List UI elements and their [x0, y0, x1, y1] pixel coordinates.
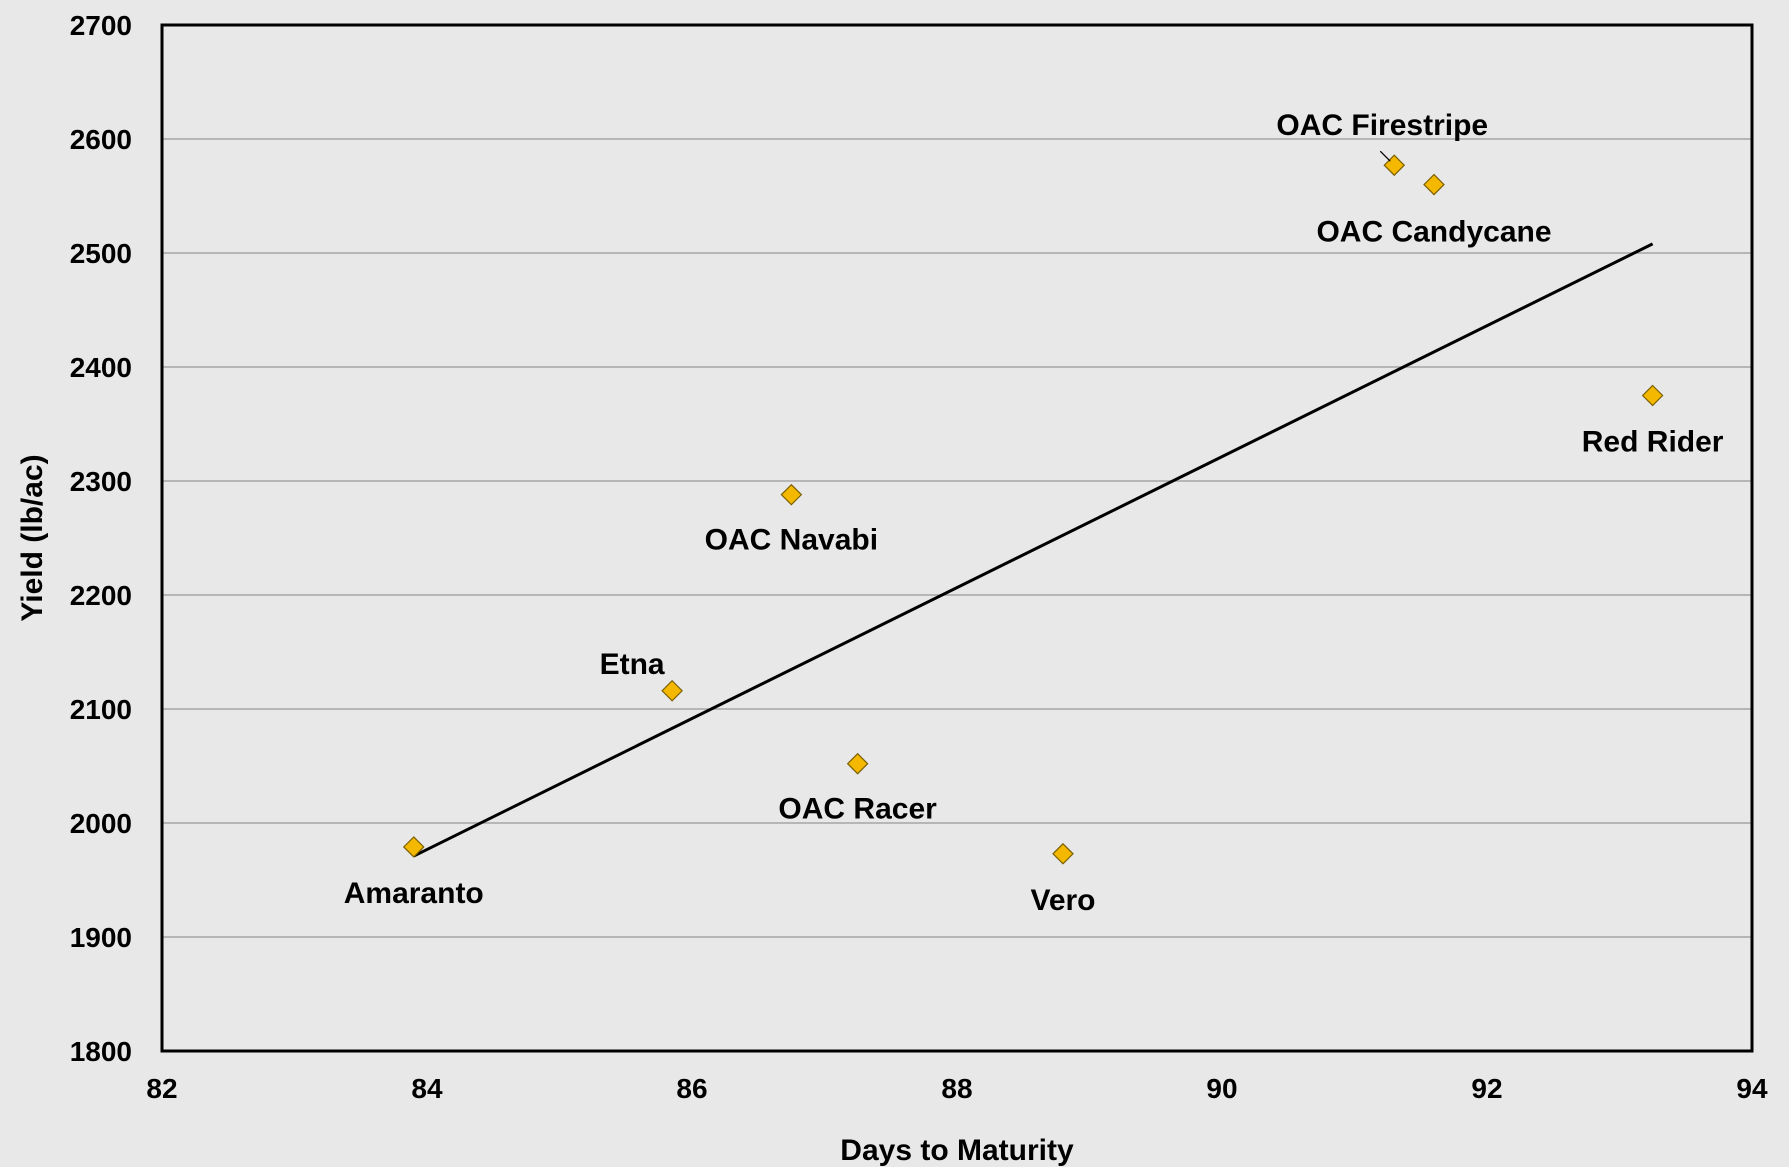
x-tick-label: 92 [1471, 1073, 1502, 1104]
plot-area-border [160, 23, 1754, 1053]
point-label: OAC Navabi [705, 524, 878, 557]
point-label: Amaranto [344, 877, 484, 910]
x-tick-label: 90 [1206, 1073, 1237, 1104]
x-tick-label: 88 [941, 1073, 972, 1104]
label-leader-line [1379, 150, 1391, 162]
point-label: Red Rider [1582, 426, 1724, 459]
point-label: OAC Firestripe [1276, 109, 1488, 142]
y-tick-label: 2300 [70, 466, 132, 497]
data-point [1423, 173, 1445, 196]
point-label: Vero [1030, 884, 1095, 917]
data-point [780, 483, 803, 506]
data-point [1641, 384, 1664, 407]
y-tick-label: 2700 [70, 10, 132, 41]
data-point [846, 752, 869, 775]
y-tick-label: 2600 [70, 124, 132, 155]
data-point [402, 836, 425, 858]
y-tick-label: 1900 [70, 922, 132, 953]
y-tick-label: 2400 [70, 352, 132, 383]
y-tick-label: 2100 [70, 694, 132, 725]
point-label: Etna [600, 648, 665, 681]
x-tick-label: 94 [1736, 1073, 1768, 1104]
x-tick-label: 86 [676, 1073, 707, 1104]
point-label: OAC Racer [778, 793, 937, 826]
data-point [1052, 842, 1074, 865]
y-tick-label: 1800 [70, 1036, 132, 1067]
y-tick-label: 2200 [70, 580, 132, 611]
y-tick-label: 2500 [70, 238, 132, 269]
data-point [661, 679, 683, 702]
x-axis-title: Days to Maturity [840, 1134, 1074, 1167]
trendline [413, 242, 1654, 858]
point-label: OAC Candycane [1316, 216, 1551, 249]
y-tick-label: 2000 [70, 808, 132, 839]
x-tick-label: 82 [146, 1073, 177, 1104]
x-tick-label: 84 [411, 1073, 443, 1104]
y-axis-title: Yield (lb/ac) [16, 454, 49, 621]
